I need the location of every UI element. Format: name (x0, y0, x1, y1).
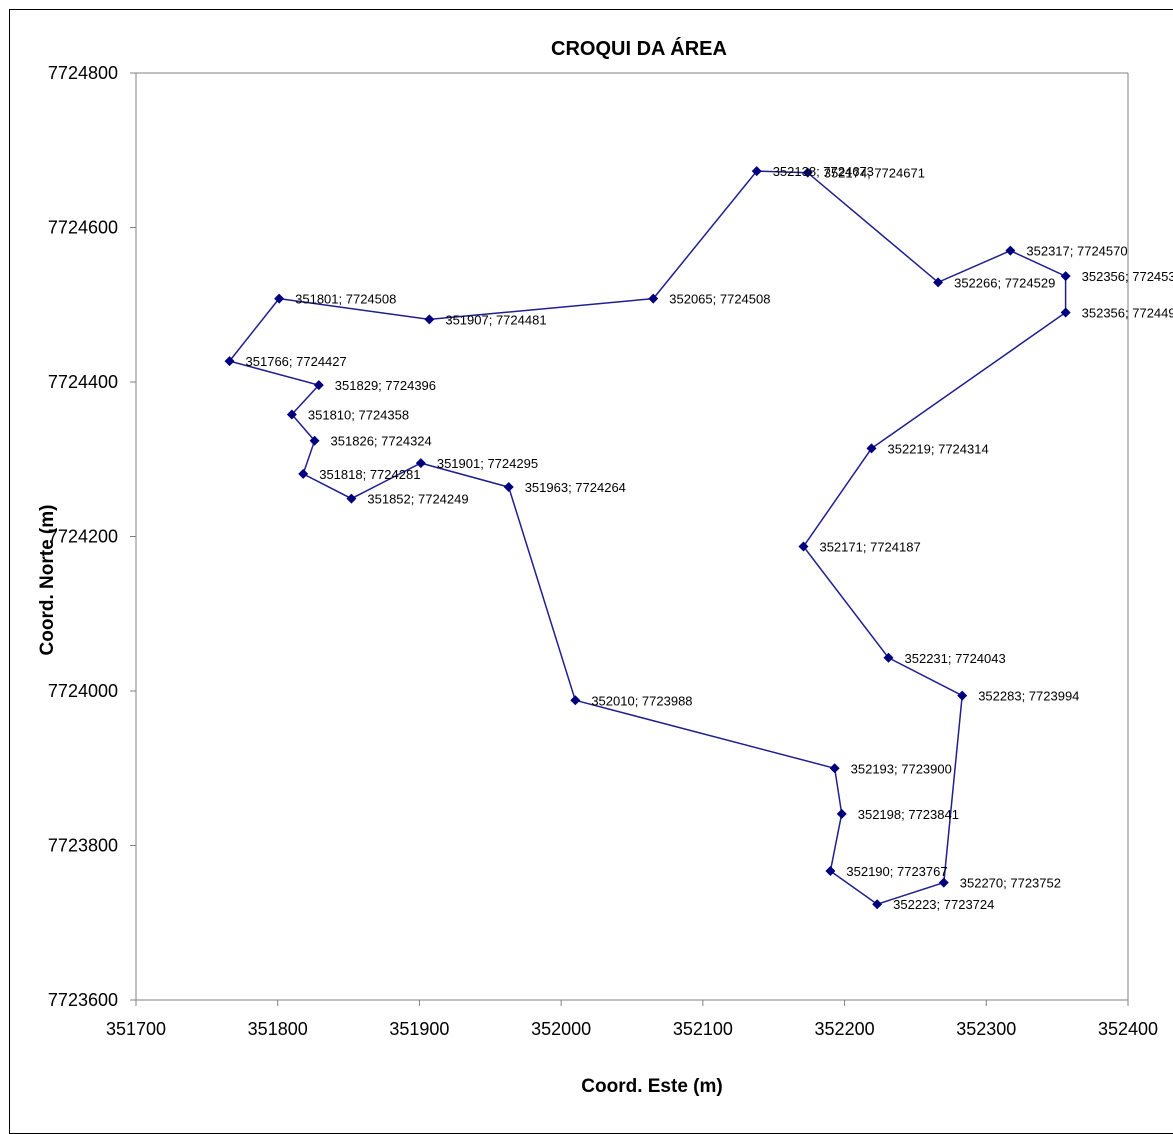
data-point-label: 352223; 7723724 (893, 897, 994, 912)
data-point-label: 351852; 7724249 (367, 492, 468, 507)
x-tick-label: 352400 (1098, 1019, 1158, 1039)
data-point-label: 352171; 7724187 (819, 540, 920, 555)
data-point-label: 351826; 7724324 (331, 434, 432, 449)
x-tick-label: 352300 (956, 1019, 1016, 1039)
y-tick-label: 7724400 (48, 372, 118, 392)
data-point-marker (802, 167, 813, 178)
data-point-label: 352266; 7724529 (954, 275, 1055, 290)
data-point-label: 352356; 7724490 (1082, 305, 1173, 320)
data-point-marker (346, 493, 357, 504)
data-point-marker (751, 166, 762, 177)
x-tick-label: 352200 (815, 1019, 875, 1039)
data-point-label: 352356; 7724537 (1082, 269, 1173, 284)
y-tick-label: 7724200 (48, 527, 118, 547)
x-tick-label: 351900 (389, 1019, 449, 1039)
y-tick-label: 7724000 (48, 681, 118, 701)
x-tick-label: 352000 (531, 1019, 591, 1039)
data-point-marker (286, 409, 297, 420)
data-point-marker (1060, 271, 1071, 282)
x-tick-label: 351700 (106, 1019, 166, 1039)
data-point-label: 351801; 7724508 (295, 292, 396, 307)
data-point-marker (825, 865, 836, 876)
data-point-label: 351829; 7724396 (335, 378, 436, 393)
data-point-label: 352283; 7723994 (978, 689, 1079, 704)
data-point-label: 352193; 7723900 (851, 761, 952, 776)
data-point-label: 351901; 7724295 (437, 456, 538, 471)
data-point-marker (298, 468, 309, 479)
chart-title: CROQUI DA ÁREA (551, 37, 727, 60)
data-point-marker (224, 356, 235, 367)
y-tick-label: 7724800 (48, 63, 118, 83)
x-tick-label: 352100 (673, 1019, 733, 1039)
data-point-marker (1060, 307, 1071, 318)
data-point-marker (1005, 245, 1016, 256)
data-point-label: 351766; 7724427 (246, 354, 347, 369)
y-axis-label: Coord. Norte (m) (37, 505, 58, 656)
data-point-label: 351963; 7724264 (525, 480, 626, 495)
plot-axes (135, 72, 1129, 1001)
data-point-marker (313, 380, 324, 391)
y-ticks: 7723600 7723800 7724000 7724200 7724400 77246… (48, 63, 136, 1010)
data-point-label: 352198; 7723841 (858, 807, 959, 822)
data-point-marker (798, 541, 809, 552)
data-point-label: 352010; 7723988 (591, 693, 692, 708)
point-labels: 351801; 7724508 351907; 7724481 352065; 77… (246, 164, 1173, 912)
data-point-marker (872, 899, 883, 910)
data-point-marker (415, 458, 426, 469)
data-point-label: 351810; 7724358 (308, 407, 409, 422)
x-tick-label: 351800 (248, 1019, 308, 1039)
data-point-label: 352138; 7724673 (773, 164, 874, 179)
y-tick-label: 7723600 (48, 990, 118, 1010)
chart-frame (9, 9, 1173, 1134)
data-point-marker (424, 314, 435, 325)
data-point-marker (883, 652, 894, 663)
data-point-label: 352174; 7724671 (824, 166, 925, 181)
data-point-marker (274, 293, 285, 304)
data-point-label: 352065; 7724508 (669, 292, 770, 307)
data-point-marker (938, 877, 949, 888)
data-point-marker (503, 482, 514, 493)
data-point-label: 351907; 7724481 (445, 312, 546, 327)
data-point-label: 352317; 7724570 (1026, 244, 1127, 259)
boundary-markers (224, 166, 1071, 910)
data-point-label: 352219; 7724314 (887, 441, 988, 456)
data-point-marker (836, 808, 847, 819)
x-axis-label: Coord. Este (m) (581, 1076, 722, 1097)
data-point-marker (957, 690, 968, 701)
boundary-line (228, 170, 1067, 906)
data-point-marker (866, 443, 877, 454)
y-tick-label: 7723800 (48, 836, 118, 856)
data-point-marker (309, 435, 320, 446)
data-point-label: 352231; 7724043 (905, 651, 1006, 666)
data-point-marker (648, 293, 659, 304)
x-ticks: 351700 351800 351900 352000 352100 352200 3523… (106, 1000, 1158, 1039)
data-point-label: 351818; 7724281 (319, 467, 420, 482)
data-point-marker (829, 763, 840, 774)
data-point-label: 352270; 7723752 (960, 876, 1061, 891)
y-tick-label: 7724600 (48, 218, 118, 238)
data-point-label: 352190; 7723767 (846, 864, 947, 879)
data-point-marker (933, 277, 944, 288)
data-point-marker (570, 695, 581, 706)
